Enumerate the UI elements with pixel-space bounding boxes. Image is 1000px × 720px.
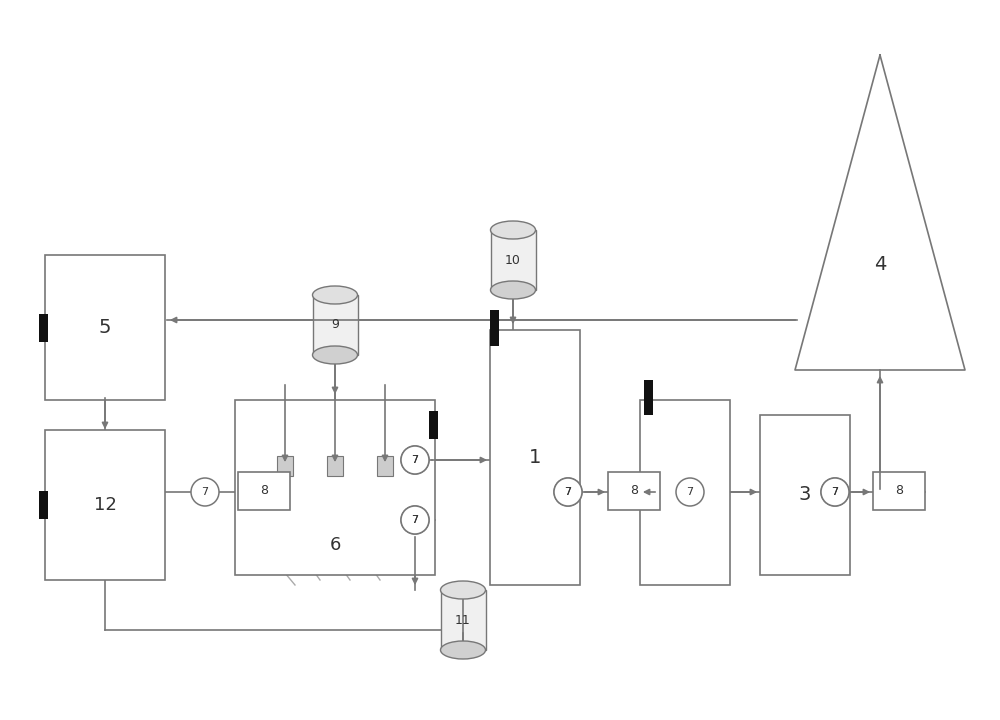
Text: 8: 8 (895, 485, 903, 498)
Text: 7: 7 (831, 487, 839, 497)
Bar (428, 411, 438, 439)
Bar (277, 456, 293, 476)
Ellipse shape (490, 281, 536, 299)
Ellipse shape (401, 446, 429, 474)
Ellipse shape (490, 221, 536, 239)
Text: 10: 10 (505, 253, 521, 266)
Bar (873, 472, 925, 510)
Bar (490, 230, 536, 290)
Bar (238, 472, 290, 510)
Ellipse shape (401, 506, 429, 534)
Ellipse shape (554, 478, 582, 506)
Text: 5: 5 (99, 318, 111, 337)
Ellipse shape (401, 506, 429, 534)
Ellipse shape (554, 478, 582, 506)
Bar (327, 456, 343, 476)
Bar (440, 590, 486, 650)
Bar (490, 330, 580, 585)
Ellipse shape (401, 446, 429, 474)
Bar (235, 400, 435, 575)
Text: 7: 7 (411, 455, 419, 465)
Bar (312, 295, 358, 355)
Text: 1: 1 (529, 448, 541, 467)
Text: 7: 7 (564, 487, 572, 497)
Text: 8: 8 (630, 485, 638, 498)
Text: 4: 4 (874, 256, 886, 274)
Bar (38, 313, 48, 341)
Text: 6: 6 (329, 536, 341, 554)
Ellipse shape (821, 478, 849, 506)
Bar (490, 310, 498, 346)
Text: 8: 8 (260, 485, 268, 498)
Bar (377, 456, 393, 476)
Bar (45, 430, 165, 580)
Ellipse shape (676, 478, 704, 506)
Text: 3: 3 (799, 485, 811, 505)
Bar (640, 400, 730, 585)
Ellipse shape (191, 478, 219, 506)
Ellipse shape (312, 286, 358, 304)
Text: 7: 7 (831, 487, 839, 497)
Text: 11: 11 (455, 613, 471, 626)
Bar (45, 255, 165, 400)
Bar (38, 491, 48, 519)
Ellipse shape (312, 346, 358, 364)
Text: 7: 7 (411, 515, 419, 525)
Text: 9: 9 (331, 318, 339, 331)
Text: 7: 7 (411, 515, 419, 525)
Text: 7: 7 (564, 487, 572, 497)
Ellipse shape (440, 641, 486, 659)
Bar (644, 380, 652, 415)
Ellipse shape (440, 581, 486, 599)
Text: 7: 7 (686, 487, 694, 497)
Text: 2: 2 (679, 483, 691, 502)
Bar (760, 415, 850, 575)
Bar (608, 472, 660, 510)
Ellipse shape (821, 478, 849, 506)
Text: 7: 7 (201, 487, 209, 497)
Text: 7: 7 (411, 455, 419, 465)
Polygon shape (795, 55, 965, 370)
Text: 12: 12 (94, 496, 116, 514)
